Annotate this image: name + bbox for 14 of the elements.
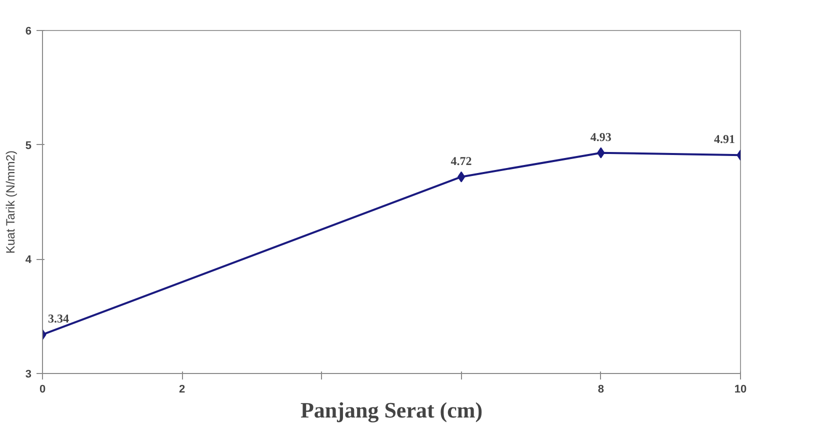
data-label: 4.72 — [450, 154, 472, 168]
y-tick-label: 5 — [25, 140, 32, 152]
y-tick-label: 6 — [25, 26, 32, 38]
y-axis-title: Kuat Tarik (N/mm2) — [3, 150, 18, 254]
x-axis-title: Panjang Serat (cm) — [300, 398, 483, 422]
data-label: 4.93 — [590, 130, 612, 144]
data-label: 3.34 — [48, 312, 69, 326]
x-tick-label: 10 — [734, 384, 747, 396]
data-label: 4.91 — [714, 132, 735, 146]
x-tick-label: 8 — [598, 384, 604, 396]
x-tick-label: 2 — [179, 384, 186, 396]
x-tick-label: 0 — [39, 384, 46, 396]
y-tick-label: 3 — [25, 368, 32, 380]
y-tick-label: 4 — [25, 254, 32, 266]
